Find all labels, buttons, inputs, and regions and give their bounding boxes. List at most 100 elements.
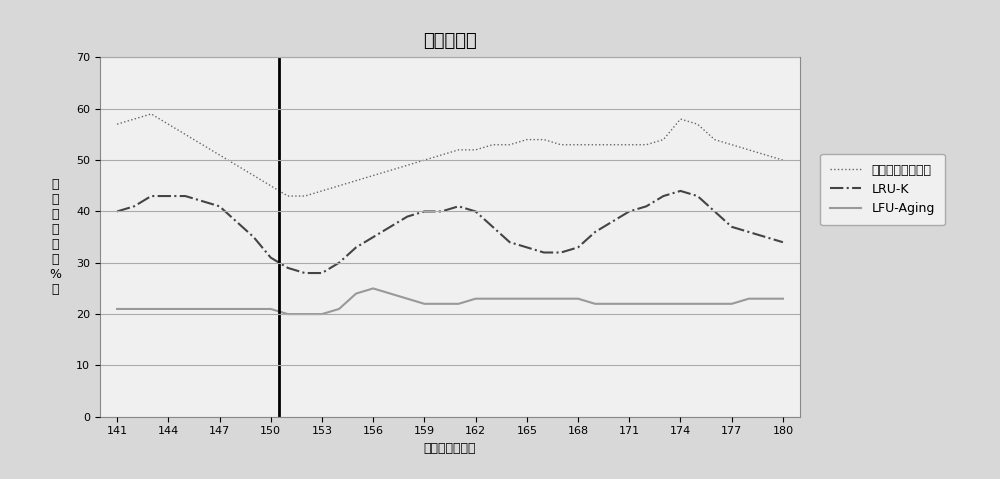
- 分类的流行度策略: [418, 157, 430, 163]
- LRU-K: [111, 208, 123, 214]
- LRU-K: [709, 208, 721, 214]
- LFU-Aging: [487, 296, 499, 302]
- LFU-Aging: [265, 306, 277, 312]
- LRU-K: [145, 193, 157, 199]
- LRU-K: [692, 193, 704, 199]
- LRU-K: [248, 234, 260, 240]
- LFU-Aging: [316, 311, 328, 317]
- Line: LFU-Aging: LFU-Aging: [117, 288, 783, 314]
- LRU-K: [777, 240, 789, 245]
- 分类的流行度策略: [521, 137, 533, 142]
- LRU-K: [333, 260, 345, 266]
- Line: 分类的流行度策略: 分类的流行度策略: [117, 114, 783, 196]
- LFU-Aging: [299, 311, 311, 317]
- LRU-K: [214, 204, 226, 209]
- 分类的流行度策略: [145, 111, 157, 117]
- 分类的流行度策略: [350, 178, 362, 183]
- LFU-Aging: [179, 306, 191, 312]
- 分类的流行度策略: [333, 183, 345, 189]
- 分类的流行度策略: [640, 142, 652, 148]
- 分类的流行度策略: [282, 193, 294, 199]
- LFU-Aging: [214, 306, 226, 312]
- LFU-Aging: [674, 301, 686, 307]
- LFU-Aging: [367, 285, 379, 291]
- LRU-K: [589, 229, 601, 235]
- 分类的流行度策略: [760, 152, 772, 158]
- 分类的流行度策略: [214, 152, 226, 158]
- LRU-K: [640, 204, 652, 209]
- LFU-Aging: [640, 301, 652, 307]
- 分类的流行度策略: [538, 137, 550, 142]
- 分类的流行度策略: [299, 193, 311, 199]
- LRU-K: [504, 240, 516, 245]
- LRU-K: [538, 250, 550, 255]
- LRU-K: [453, 204, 465, 209]
- LRU-K: [418, 208, 430, 214]
- LRU-K: [316, 270, 328, 276]
- LFU-Aging: [248, 306, 260, 312]
- LRU-K: [367, 234, 379, 240]
- LFU-Aging: [709, 301, 721, 307]
- LRU-K: [487, 224, 499, 230]
- 分类的流行度策略: [555, 142, 567, 148]
- LFU-Aging: [453, 301, 465, 307]
- LRU-K: [435, 208, 447, 214]
- 分类的流行度策略: [726, 142, 738, 148]
- 分类的流行度策略: [657, 137, 669, 142]
- 分类的流行度策略: [111, 121, 123, 127]
- LRU-K: [606, 219, 618, 225]
- 分类的流行度策略: [265, 183, 277, 189]
- LRU-K: [623, 208, 635, 214]
- LFU-Aging: [606, 301, 618, 307]
- LFU-Aging: [435, 301, 447, 307]
- LFU-Aging: [760, 296, 772, 302]
- 分类的流行度策略: [606, 142, 618, 148]
- 分类的流行度策略: [367, 172, 379, 178]
- 分类的流行度策略: [709, 137, 721, 142]
- LRU-K: [760, 234, 772, 240]
- 分类的流行度策略: [572, 142, 584, 148]
- 分类的流行度策略: [743, 147, 755, 153]
- LRU-K: [401, 214, 413, 219]
- LFU-Aging: [726, 301, 738, 307]
- LFU-Aging: [111, 306, 123, 312]
- LFU-Aging: [231, 306, 243, 312]
- 分类的流行度策略: [470, 147, 482, 153]
- LRU-K: [196, 198, 208, 204]
- 分类的流行度策略: [128, 116, 140, 122]
- LFU-Aging: [657, 301, 669, 307]
- LFU-Aging: [538, 296, 550, 302]
- LFU-Aging: [572, 296, 584, 302]
- Title: 缓存命中率: 缓存命中率: [423, 33, 477, 50]
- 分类的流行度策略: [674, 116, 686, 122]
- 分类的流行度策略: [179, 132, 191, 137]
- LRU-K: [572, 244, 584, 250]
- LRU-K: [350, 244, 362, 250]
- LFU-Aging: [470, 296, 482, 302]
- 分类的流行度策略: [316, 188, 328, 194]
- LRU-K: [282, 265, 294, 271]
- 分类的流行度策略: [589, 142, 601, 148]
- LRU-K: [299, 270, 311, 276]
- 分类的流行度策略: [384, 168, 396, 173]
- LFU-Aging: [743, 296, 755, 302]
- Line: LRU-K: LRU-K: [117, 191, 783, 273]
- 分类的流行度策略: [487, 142, 499, 148]
- 分类的流行度策略: [162, 121, 174, 127]
- 分类的流行度策略: [453, 147, 465, 153]
- LRU-K: [470, 208, 482, 214]
- LFU-Aging: [418, 301, 430, 307]
- LFU-Aging: [145, 306, 157, 312]
- 分类的流行度策略: [777, 157, 789, 163]
- LRU-K: [657, 193, 669, 199]
- LRU-K: [231, 219, 243, 225]
- LFU-Aging: [350, 291, 362, 297]
- LRU-K: [674, 188, 686, 194]
- LFU-Aging: [333, 306, 345, 312]
- LRU-K: [726, 224, 738, 230]
- LFU-Aging: [521, 296, 533, 302]
- LRU-K: [555, 250, 567, 255]
- LFU-Aging: [384, 291, 396, 297]
- LFU-Aging: [282, 311, 294, 317]
- Y-axis label: 缓
存
命
中
率
（
%
）: 缓 存 命 中 率 （ % ）: [49, 178, 61, 296]
